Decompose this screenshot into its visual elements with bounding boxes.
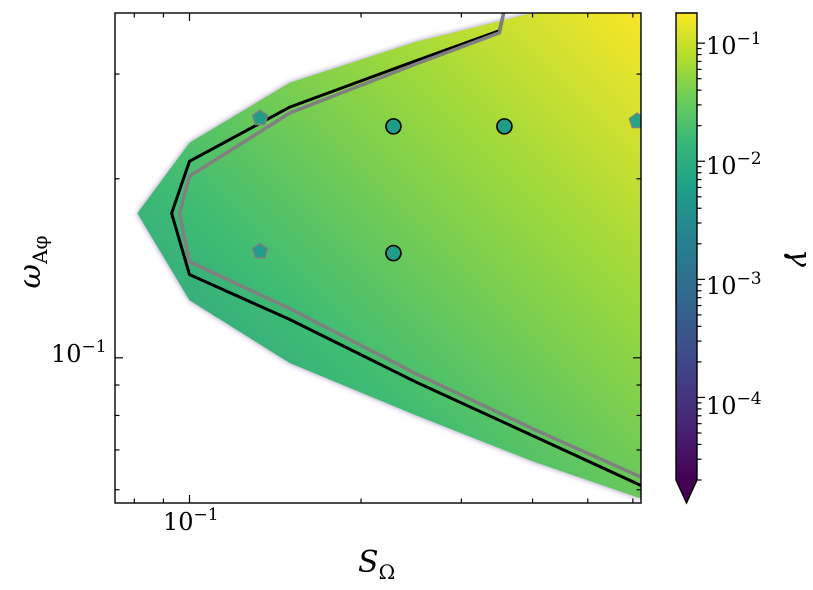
stability-curve-gray — [177, 13, 641, 479]
pentagon-marker — [251, 242, 269, 259]
colorbar-tick-label: 10−3 — [706, 269, 762, 300]
x-axis-label: SΩ — [358, 545, 395, 584]
colorbar-extend-triangle — [676, 480, 697, 503]
colorbar-label: γ — [782, 249, 813, 267]
circle-marker — [385, 118, 402, 135]
colorbar-gradient-bar — [676, 13, 697, 480]
y-tick-label: 10−1 — [51, 337, 107, 368]
colorbar-tick-label: 10−2 — [706, 149, 762, 180]
x-tick-label: 10−1 — [163, 505, 219, 536]
colorbar-frame — [675, 12, 698, 505]
plot-area: 10−1 10−1 SΩ ωAφ — [13, 12, 642, 584]
circle-marker — [385, 244, 402, 262]
stability-curves — [170, 13, 641, 487]
colorbar-tick-label: 10−1 — [706, 29, 762, 60]
pentagon-marker — [628, 112, 641, 129]
pentagon-marker — [251, 109, 269, 126]
axis-ticks — [115, 13, 641, 503]
y-axis-label: ωAφ — [13, 236, 52, 289]
markers — [251, 109, 641, 262]
circle-marker — [496, 118, 513, 135]
colorbar: 10−4 10−3 10−2 10−1 γ — [675, 12, 813, 505]
plot-frame — [114, 12, 642, 504]
colorbar-tick-label: 10−4 — [706, 389, 762, 420]
colorbar-ticks — [697, 42, 705, 481]
